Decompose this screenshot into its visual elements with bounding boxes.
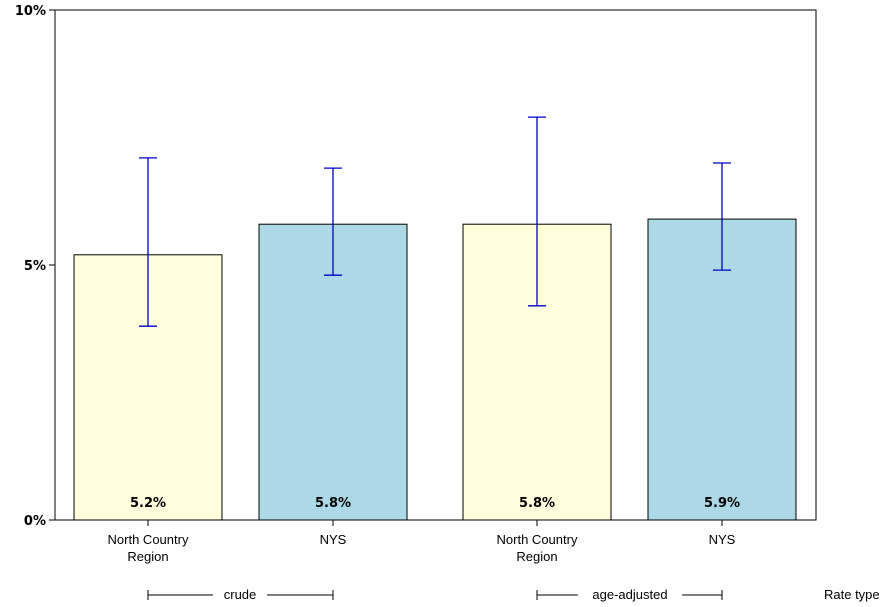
- data-label: 5.8%: [519, 496, 555, 511]
- y-tick-label: 5%: [24, 259, 46, 274]
- data-label: 5.9%: [704, 496, 740, 511]
- group-labels: crude age-adjusted: [147, 587, 723, 602]
- data-labels: 5.2% 5.8% 5.8% 5.9%: [130, 496, 740, 511]
- category-labels: North Country Region NYS North Country Regio…: [108, 520, 736, 564]
- y-axis: 0% 5% 10%: [15, 4, 55, 529]
- category-label: NYS: [320, 532, 347, 547]
- y-tick-label: 0%: [24, 514, 46, 529]
- y-tick-label: 10%: [15, 4, 46, 19]
- category-label: North Country Region: [497, 532, 578, 564]
- data-label: 5.8%: [315, 496, 351, 511]
- group-label: age-adjusted: [592, 587, 667, 602]
- category-label: North Country Region: [108, 532, 189, 564]
- category-label: NYS: [709, 532, 736, 547]
- error-bars: [139, 116, 731, 327]
- group-label: crude: [224, 587, 257, 602]
- x-axis-title: Rate type: [824, 587, 880, 602]
- data-label: 5.2%: [130, 496, 166, 511]
